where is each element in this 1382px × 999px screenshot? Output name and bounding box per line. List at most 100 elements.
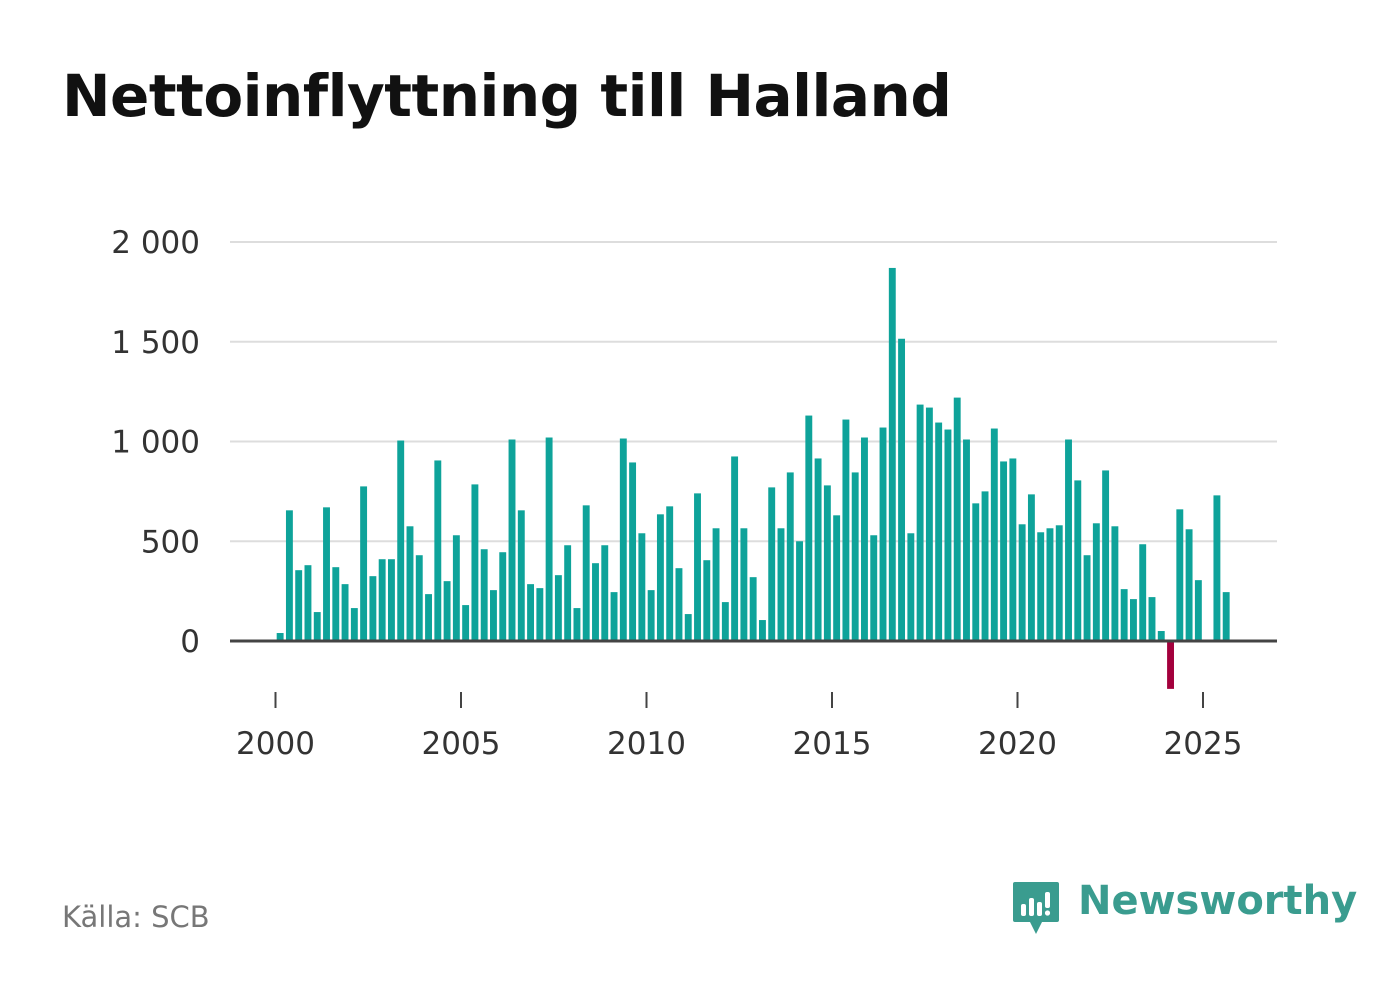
bar xyxy=(823,485,831,641)
y-axis-labels: 0 500 1 000 1 500 2 000 xyxy=(111,225,200,660)
newsworthy-logo-icon xyxy=(1013,882,1059,934)
bar xyxy=(786,472,794,641)
bar xyxy=(666,506,674,641)
bar xyxy=(953,397,961,641)
bar xyxy=(842,419,850,641)
bar xyxy=(387,559,395,642)
bar xyxy=(360,486,368,641)
bar xyxy=(323,507,330,641)
bar xyxy=(276,633,284,641)
bar xyxy=(879,427,887,641)
source-credit: Källa: SCB xyxy=(62,900,210,934)
bar xyxy=(295,570,303,641)
bar xyxy=(638,533,646,641)
bar xyxy=(647,590,655,641)
bar xyxy=(796,541,803,641)
bar xyxy=(721,602,729,641)
bar xyxy=(944,429,952,641)
bar xyxy=(749,577,757,641)
bar xyxy=(907,533,915,641)
bar xyxy=(925,407,933,641)
bar xyxy=(415,555,423,642)
bar xyxy=(564,545,572,641)
bar xyxy=(490,590,497,641)
brand-logo[interactable]: Newsworthy xyxy=(1012,878,1358,942)
bar xyxy=(443,581,451,641)
bar xyxy=(758,620,766,641)
bar xyxy=(554,575,562,641)
bar xyxy=(833,515,841,642)
y-tick-label: 1 000 xyxy=(111,425,200,461)
bar xyxy=(285,510,293,641)
bar xyxy=(870,535,878,641)
bar xyxy=(888,267,896,641)
bar xyxy=(369,576,377,641)
y-tick-label: 1 500 xyxy=(111,325,200,361)
y-tick-label: 2 000 xyxy=(111,225,200,261)
bar xyxy=(814,458,822,641)
bar xyxy=(972,503,980,642)
bar xyxy=(1194,580,1202,641)
x-tick-label: 2020 xyxy=(978,726,1057,762)
chart-title: Nettoinflyttning till Halland xyxy=(62,62,952,130)
x-axis: 2000 2005 2010 2015 2020 2025 xyxy=(236,692,1242,762)
bar xyxy=(452,535,460,641)
bar xyxy=(517,510,525,641)
bar xyxy=(1046,528,1054,641)
bar xyxy=(378,559,386,642)
bar xyxy=(1083,555,1091,642)
bar xyxy=(1009,458,1017,641)
bar xyxy=(619,438,627,641)
bar xyxy=(304,565,312,641)
bar xyxy=(582,505,590,641)
bar xyxy=(313,612,321,641)
bar xyxy=(350,608,358,641)
bar xyxy=(341,584,349,641)
bar xyxy=(1129,599,1137,642)
bar xyxy=(851,472,859,641)
bar xyxy=(471,484,479,641)
bar xyxy=(963,439,970,641)
bar xyxy=(1018,524,1026,641)
y-tick-label: 500 xyxy=(141,524,200,560)
bar xyxy=(1157,631,1165,641)
bar xyxy=(434,460,442,641)
bar xyxy=(592,563,599,641)
bar xyxy=(462,605,470,641)
bar xyxy=(916,404,924,641)
bar xyxy=(712,528,720,641)
bar xyxy=(703,560,711,641)
bar xyxy=(990,428,998,641)
bar xyxy=(777,528,785,641)
bar xyxy=(1102,470,1110,641)
bar xyxy=(1176,509,1184,641)
bars xyxy=(276,267,1230,689)
bar xyxy=(629,462,637,641)
bar xyxy=(1027,494,1035,641)
x-tick-label: 2015 xyxy=(793,726,872,762)
bar xyxy=(898,338,906,641)
bar xyxy=(1120,589,1128,641)
bar xyxy=(935,422,943,641)
bar xyxy=(601,545,609,641)
bar xyxy=(805,415,813,641)
bar xyxy=(768,487,776,641)
bar xyxy=(675,568,683,641)
bar xyxy=(397,440,405,641)
bar xyxy=(1037,532,1045,641)
bar xyxy=(981,491,989,642)
bar xyxy=(1074,480,1082,641)
x-tick-label: 2025 xyxy=(1164,726,1243,762)
gridlines xyxy=(230,241,1277,543)
x-tick-label: 2010 xyxy=(607,726,686,762)
bar xyxy=(480,549,488,641)
brand-name: Newsworthy xyxy=(1078,878,1358,924)
bar xyxy=(527,584,535,641)
bar xyxy=(684,614,692,641)
bar xyxy=(1111,526,1119,641)
bar xyxy=(573,608,581,641)
bar xyxy=(1139,544,1147,641)
y-tick-label: 0 xyxy=(180,624,200,660)
bar xyxy=(1065,439,1072,641)
